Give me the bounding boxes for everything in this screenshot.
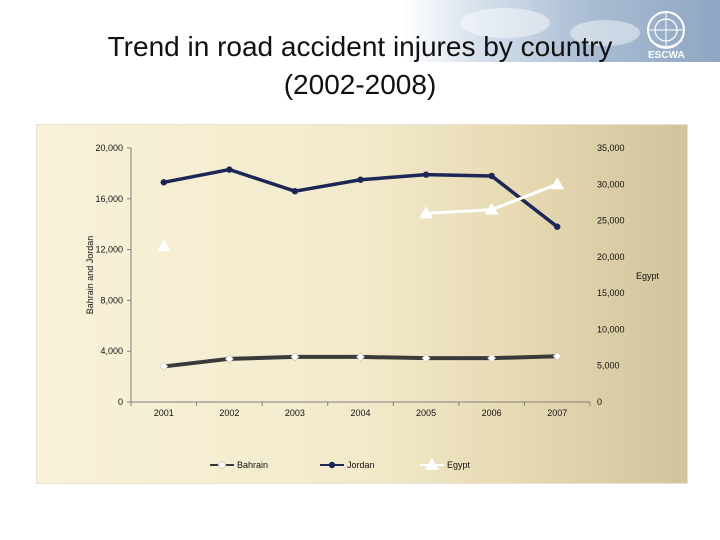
- jordan-series: [160, 166, 561, 230]
- legend-jordan-label: Jordan: [347, 460, 375, 470]
- right-y-tick-label: 35,000: [597, 143, 625, 153]
- bahrain-series-point: [487, 353, 497, 363]
- map-landmass: [460, 8, 550, 38]
- un-emblem-icon: [647, 11, 685, 49]
- right-y-axis-title: Egypt: [636, 271, 660, 281]
- right-y-tick-label: 30,000: [597, 179, 625, 189]
- jordan-series-point: [554, 223, 561, 230]
- right-y-ticks: 0 5,000 10,000 15,000 20,000 25,000 30,000 35,0…: [597, 143, 625, 407]
- legend-bahrain-point: [217, 460, 227, 470]
- logo-text: ESCWA: [648, 50, 685, 61]
- bahrain-series-point: [290, 352, 300, 362]
- right-y-tick-label: 5,000: [597, 361, 620, 371]
- left-y-tick-label: 16,000: [95, 194, 123, 204]
- egypt-series-point: [419, 206, 434, 219]
- egypt-series-point: [156, 238, 171, 251]
- x-tick-label: 2005: [416, 408, 436, 418]
- jordan-series-point: [226, 166, 233, 173]
- x-tick-label: 2001: [154, 408, 174, 418]
- jordan-series-point: [291, 187, 299, 195]
- bahrain-series-point: [421, 353, 431, 363]
- jordan-series-point: [160, 179, 167, 186]
- right-y-tick-label: 10,000: [597, 324, 625, 334]
- right-y-tick-label: 0: [597, 397, 602, 407]
- bahrain-series-point: [159, 362, 169, 371]
- right-y-tick-label: 15,000: [597, 288, 625, 298]
- x-tick-label: 2004: [350, 408, 370, 418]
- left-y-ticks: 0 4,000 8,000 12,000 16,000 20,000: [95, 143, 131, 407]
- left-y-axis-title: Bahrain and Jordan: [85, 236, 95, 315]
- chart-axes: [130, 148, 590, 403]
- legend-jordan-point: [328, 461, 336, 469]
- legend: Bahrain Jordan Egypt: [210, 458, 471, 470]
- bahrain-series: [159, 351, 562, 371]
- left-y-tick-label: 4,000: [100, 346, 123, 356]
- jordan-series-point: [357, 176, 364, 183]
- right-y-tick-label: 25,000: [597, 216, 625, 226]
- egypt-series-point: [550, 177, 565, 190]
- right-y-tick-label: 20,000: [597, 252, 625, 262]
- title-line-2: (2002-2008): [283, 69, 437, 100]
- jordan-series-point: [422, 171, 430, 178]
- left-y-tick-label: 20,000: [95, 143, 123, 153]
- left-y-tick-label: 8,000: [100, 295, 123, 305]
- jordan-series-point: [488, 172, 495, 180]
- x-tick-label: 2007: [547, 408, 567, 418]
- left-y-tick-label: 12,000: [95, 245, 123, 255]
- map-banner: [400, 0, 720, 62]
- series-layer: [156, 166, 565, 371]
- chart-panel: [36, 124, 688, 484]
- legend-egypt-point: [425, 458, 439, 470]
- egypt-series: [156, 177, 565, 251]
- egypt-series-point: [484, 202, 499, 215]
- bahrain-series-point: [356, 352, 365, 362]
- x-ticks: 2001 2002 2003 2004 2005 2006 2007: [130, 402, 591, 418]
- legend-egypt-label: Egypt: [447, 460, 471, 470]
- x-tick-label: 2002: [219, 408, 239, 418]
- slide-title: Trend in road accident injures by countr…: [0, 28, 720, 104]
- bahrain-series-point: [552, 351, 562, 361]
- legend-bahrain-label: Bahrain: [237, 460, 268, 470]
- title-line-1: Trend in road accident injures by countr…: [107, 31, 613, 62]
- x-tick-label: 2006: [482, 408, 502, 418]
- map-landmass: [570, 20, 640, 46]
- x-tick-label: 2003: [285, 408, 305, 418]
- bahrain-series-point: [224, 354, 234, 364]
- left-y-tick-label: 0: [118, 397, 123, 407]
